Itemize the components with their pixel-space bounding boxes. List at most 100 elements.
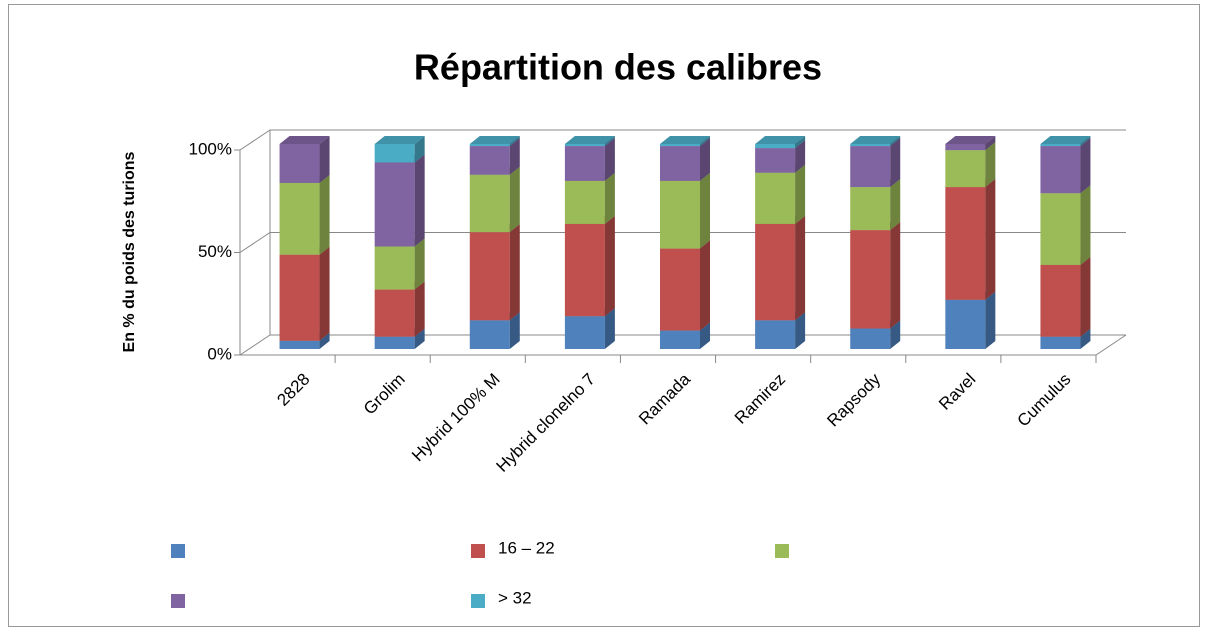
bar-side: [414, 238, 425, 290]
bar-side: [700, 136, 710, 147]
bar-segment: [1040, 193, 1081, 265]
bar-segment: [660, 248, 700, 331]
bar-side: [509, 136, 520, 147]
bar-segment: [755, 223, 796, 321]
bar-segment: [850, 144, 891, 147]
bar-top: [945, 136, 996, 144]
bar-top: [374, 136, 425, 144]
bar-side: [700, 322, 710, 349]
bar-side: [319, 174, 330, 255]
bar-side: [604, 215, 615, 317]
legend-swatch: [171, 594, 185, 608]
bar-side: [795, 312, 806, 349]
bar-segment: [279, 144, 320, 183]
legend-swatch: [471, 544, 485, 558]
legend-swatch: [471, 594, 485, 608]
bar-segment: [374, 144, 415, 163]
bar-segment: [1040, 264, 1081, 337]
bar-side: [700, 240, 710, 331]
bar-segment: [945, 150, 986, 188]
y-tick-label: 0%: [207, 344, 232, 363]
bar-side: [509, 224, 520, 321]
legend-label: > 32: [498, 588, 532, 607]
chart-title: Répartition des calibres: [414, 47, 822, 88]
bar-segment: [755, 320, 796, 349]
legend-swatch: [775, 544, 789, 558]
bar-side: [890, 138, 901, 188]
bar-side: [985, 291, 996, 349]
bar-side: [985, 136, 996, 151]
bar-side: [319, 332, 330, 349]
bar-segment: [564, 144, 605, 147]
bar-segment: [945, 187, 986, 300]
bar-segment: [660, 180, 700, 249]
bar-side: [1080, 256, 1091, 337]
bar-side: [604, 138, 615, 181]
bar-side: [985, 142, 996, 188]
bar-side: [414, 154, 425, 247]
bar-side: [1080, 328, 1091, 349]
bar-side: [509, 138, 520, 175]
y-tick-label: 50%: [198, 242, 232, 261]
bar-segment: [279, 254, 320, 341]
bar-segment: [1040, 144, 1081, 147]
bar-segment: [374, 246, 415, 290]
bar-segment: [755, 148, 796, 173]
bar-side: [700, 138, 710, 181]
bar-top: [469, 136, 520, 144]
bar-top: [564, 136, 615, 144]
bar-side: [414, 136, 425, 163]
bar-segment: [469, 144, 510, 147]
bar-segment: [469, 232, 510, 321]
bar-side: [795, 136, 806, 149]
bar-segment: [755, 144, 796, 149]
bar-side: [604, 172, 615, 224]
bar-segment: [1040, 146, 1081, 194]
bar-top: [850, 136, 901, 144]
bar-segment: [469, 146, 510, 175]
bar-segment: [945, 299, 986, 349]
bar-segment: [660, 330, 700, 349]
bar-segment: [850, 146, 891, 188]
bar-side: [890, 179, 901, 231]
bar-side: [319, 136, 330, 183]
bar-segment: [469, 320, 510, 349]
bar-side: [890, 222, 901, 329]
bar-side: [795, 215, 806, 321]
bar-segment: [374, 336, 415, 349]
bar-segment: [564, 316, 605, 349]
bar-segment: [564, 223, 605, 317]
bar-segment: [564, 146, 605, 181]
bar-side: [985, 179, 996, 300]
bar-side: [700, 172, 710, 249]
y-axis-label: En % du poids des turions: [121, 151, 138, 352]
legend-swatch: [171, 544, 185, 558]
bar-segment: [660, 144, 700, 147]
bar-side: [414, 328, 425, 349]
bar-side: [509, 166, 520, 233]
bar-top: [755, 136, 806, 144]
bar-segment: [279, 182, 320, 255]
bar-segment: [850, 328, 891, 349]
bar-top: [660, 136, 710, 144]
bar-side: [604, 136, 615, 147]
bar-segment: [755, 172, 796, 224]
bar-segment: [279, 340, 320, 349]
bar-side: [890, 320, 901, 349]
bar-side: [795, 164, 806, 224]
bar-segment: [374, 162, 415, 247]
bar-segment: [469, 174, 510, 233]
bar-top: [1040, 136, 1091, 144]
bar-side: [795, 140, 806, 173]
bar-segment: [1040, 336, 1081, 349]
legend-label: 16 – 22: [498, 538, 555, 557]
bar-segment: [374, 289, 415, 337]
bar-side: [1080, 136, 1091, 147]
bar-side: [509, 312, 520, 349]
bar-side: [1080, 185, 1091, 265]
bar-top: [279, 136, 330, 144]
bar-side: [604, 308, 615, 349]
bar-segment: [660, 146, 700, 181]
bar-side: [890, 136, 901, 147]
